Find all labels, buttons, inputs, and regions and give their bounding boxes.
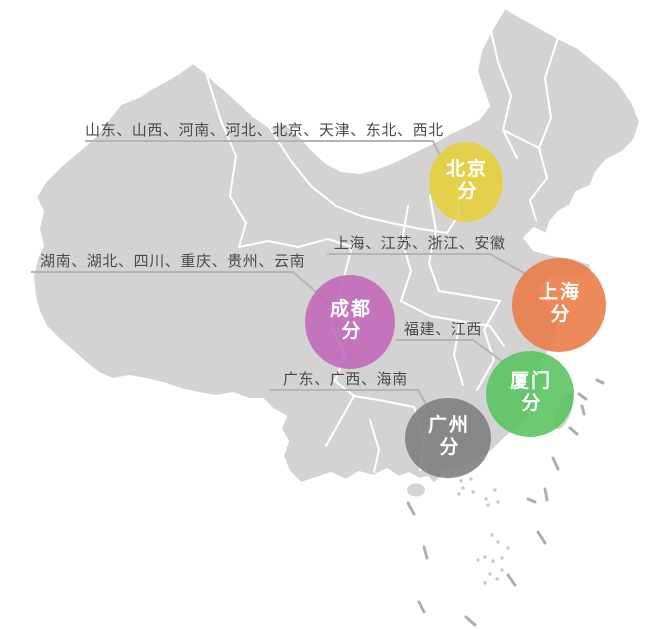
shanghai-branch-circle[interactable] <box>512 258 606 352</box>
branch-suffix: 分 <box>341 321 361 342</box>
chengdu-regions-label: 湖南、湖北、四川、重庆、贵州、云南 <box>40 253 306 270</box>
islet-dots <box>457 477 510 585</box>
china-mainland <box>32 7 641 499</box>
branch-city-name: 成都 <box>329 299 373 320</box>
beijing-branch-label[interactable]: 北京 分 <box>446 159 488 203</box>
branch-suffix: 分 <box>457 181 477 202</box>
xiamen-branch-circle[interactable] <box>486 351 574 437</box>
branch-city-name: 北京 <box>445 159 489 180</box>
xiamen-branch-label[interactable]: 厦门 分 <box>510 371 552 415</box>
shanghai-leader-line <box>327 253 532 278</box>
sea-dash-line <box>406 378 605 627</box>
branch-city-name: 上海 <box>538 282 582 303</box>
branch-city-name: 厦门 <box>509 371 553 392</box>
hainan-island <box>405 481 427 499</box>
guangzhou-branch-label[interactable]: 广州 分 <box>428 415 470 459</box>
guangzhou-regions-label: 广东、广西、海南 <box>283 371 408 388</box>
chengdu-branch-circle[interactable] <box>305 275 395 369</box>
beijing-regions-label: 山东、山西、河南、河北、北京、天津、东北、西北 <box>85 122 444 139</box>
mainland-shape <box>32 7 641 485</box>
branch-suffix: 分 <box>550 304 570 325</box>
branch-circles <box>305 142 606 478</box>
branch-suffix: 分 <box>439 437 459 458</box>
xiamen-regions-label: 福建、江西 <box>404 321 483 338</box>
province-borders <box>205 30 559 473</box>
guangzhou-branch-circle[interactable] <box>405 398 491 478</box>
beijing-branch-circle[interactable] <box>429 142 503 222</box>
shanghai-regions-label: 上海、江苏、浙江、安徽 <box>334 235 506 252</box>
xiamen-leader-line <box>396 339 508 366</box>
shanghai-branch-label[interactable]: 上海 分 <box>539 282 581 326</box>
branch-suffix: 分 <box>521 393 541 414</box>
branch-city-name: 广州 <box>427 415 471 436</box>
chengdu-branch-label[interactable]: 成都 分 <box>330 299 372 343</box>
